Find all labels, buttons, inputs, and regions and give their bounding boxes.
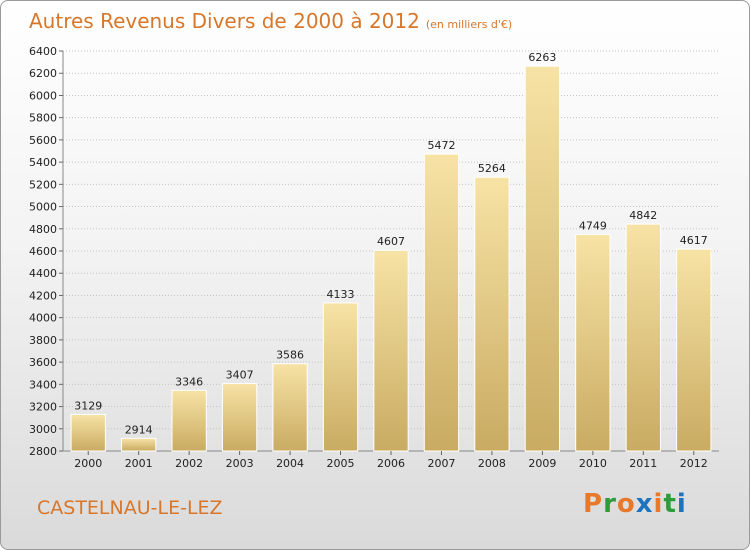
x-tick-label: 2004 [276, 457, 304, 470]
chart-title: Autres Revenus Divers de 2000 à 2012 (en … [29, 9, 512, 33]
y-tick-label: 5600 [29, 134, 57, 147]
x-tick-label: 2002 [175, 457, 203, 470]
y-tick-label: 3800 [29, 334, 57, 347]
bar-value-label: 4749 [579, 219, 607, 232]
bar-2010 [575, 233, 611, 452]
logo-letter: o [616, 489, 636, 519]
x-tick-label: 2012 [680, 457, 708, 470]
logo-letter: P [583, 489, 604, 519]
bar-value-label: 5472 [427, 139, 455, 152]
bar-2003 [221, 383, 258, 452]
logo-letter: x [635, 489, 654, 519]
proxiti-logo: Proxiti [583, 489, 687, 519]
bar-2009 [524, 65, 561, 452]
bar-value-label: 4842 [629, 209, 657, 222]
chart-unit: (en milliers d'€) [425, 18, 513, 31]
y-tick-label: 4000 [29, 312, 57, 325]
logo-letter: i [653, 489, 664, 519]
bar-value-label: 4617 [680, 234, 708, 247]
y-tick-label: 6400 [29, 45, 57, 58]
y-tick-label: 3600 [29, 356, 57, 369]
y-tick-label: 3000 [29, 423, 57, 436]
x-tick-label: 2000 [74, 457, 102, 470]
bar-2004 [272, 363, 308, 452]
bar-value-label: 3586 [276, 349, 304, 362]
y-tick-label: 6000 [29, 89, 57, 102]
bar-value-label: 5264 [478, 162, 506, 175]
bar-2000 [70, 413, 106, 452]
y-tick-label: 4200 [29, 289, 57, 302]
x-tick-label: 2003 [226, 457, 254, 470]
bars: 3129 2914 3346 3407 3586 4133 4607 5472 5264 6263… [70, 51, 712, 452]
city-name: CASTELNAU-LE-LEZ [37, 497, 223, 519]
bar-value-label: 3129 [74, 399, 102, 412]
x-tick-label: 2008 [478, 457, 506, 470]
x-tick-label: 2007 [427, 457, 455, 470]
y-tick-label: 6200 [29, 67, 57, 80]
x-tick-label: 2010 [579, 457, 607, 470]
bar-2006 [373, 249, 409, 452]
x-axis: 2000 2001 2002 2003 2004 2005 2006 2007 2008 2009… [74, 451, 708, 470]
y-tick-label: 4800 [29, 223, 57, 236]
y-tick-label: 2800 [29, 445, 57, 458]
bar-value-label: 3346 [175, 375, 203, 388]
bar-2008 [474, 176, 510, 452]
y-tick-label: 4600 [29, 245, 57, 258]
y-tick-label: 3200 [29, 401, 57, 414]
bar-value-label: 3407 [226, 369, 254, 382]
y-tick-label: 3400 [29, 378, 57, 391]
y-tick-label: 5200 [29, 178, 57, 191]
y-tick-label: 5400 [29, 156, 57, 169]
logo-letter: r [603, 489, 617, 519]
y-tick-label: 5800 [29, 112, 57, 125]
bar-2012 [676, 248, 712, 452]
bar-value-label: 2914 [125, 423, 153, 436]
bar-2007 [423, 153, 460, 452]
y-tick-label: 5000 [29, 201, 57, 214]
x-tick-label: 2009 [528, 457, 556, 470]
bar-value-label: 4607 [377, 235, 405, 248]
x-tick-label: 2001 [125, 457, 153, 470]
bar-2011 [625, 223, 661, 452]
logo-letter: i [676, 489, 687, 519]
bar-2002 [171, 389, 207, 452]
bar-2005 [322, 302, 359, 452]
bar-2001 [121, 437, 157, 452]
x-tick-label: 2006 [377, 457, 405, 470]
logo-letter: t [663, 489, 677, 519]
chart-title-text: Autres Revenus Divers de 2000 à 2012 [29, 9, 420, 33]
bar-value-label: 4133 [327, 288, 355, 301]
x-tick-label: 2011 [629, 457, 657, 470]
y-tick-label: 4400 [29, 267, 57, 280]
x-tick-label: 2005 [327, 457, 355, 470]
bar-value-label: 6263 [528, 51, 556, 64]
